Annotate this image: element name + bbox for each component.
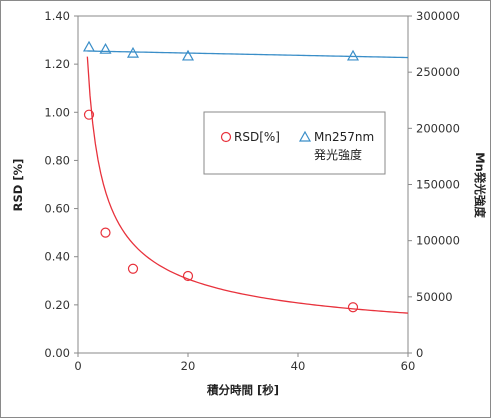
data-point-mn [346, 49, 360, 61]
x-axis-title: 積分時間 [秒] [206, 383, 279, 397]
y-left-tick-label: 0.60 [44, 202, 70, 216]
y-right-tick-label: 300000 [416, 9, 460, 23]
data-point-rsd [83, 109, 95, 120]
y-right-tick-label: 150000 [416, 178, 460, 192]
trendline-series-1 [87, 50, 409, 59]
y-left-tick-label: 0.80 [44, 153, 70, 167]
data-point-mn [181, 49, 195, 61]
legend-box [203, 111, 386, 175]
legend-label-line: 発光強度 [314, 147, 362, 162]
y-left-tick-label: 1.40 [44, 9, 70, 23]
data-point-mn [126, 46, 140, 58]
data-point-mn [82, 40, 96, 52]
y-left-tick-label: 0.00 [44, 346, 70, 360]
y-left-tick-label: 1.00 [44, 105, 70, 119]
legend-label-line: Mn257nm [314, 130, 374, 144]
y-right-tick-label: 200000 [416, 121, 460, 135]
data-point-mn [99, 42, 112, 54]
data-point-rsd [347, 302, 359, 313]
legend: RSD[%] Mn257nm 発光強度 [203, 111, 386, 175]
legend-label-rsd: RSD[%] [234, 130, 280, 144]
y-left-axis-title: RSD [%] [11, 159, 25, 212]
data-point-rsd [100, 227, 111, 238]
y-left-tick-label: 0.20 [44, 298, 70, 312]
y-right-tick-label: 100000 [416, 234, 460, 248]
left-axis: 0.00 0.20 0.40 0.60 0.80 1.00 1.20 1.40 [44, 9, 78, 360]
x-tick-label: 0 [74, 359, 81, 373]
right-axis: 0 50000 100000 150000 200000 250000 300000 [408, 9, 460, 360]
y-right-tick-label: 50000 [416, 290, 453, 304]
y-right-tick-label: 0 [416, 346, 423, 360]
data-markers [82, 40, 360, 313]
y-right-axis-title: Mn発光強度 [473, 152, 487, 218]
x-tick-label: 60 [401, 359, 416, 373]
data-point-rsd [127, 263, 139, 274]
y-right-tick-label: 250000 [416, 65, 460, 79]
y-left-tick-label: 1.20 [44, 57, 70, 71]
legend-label-mn: Mn257nm 発光強度 [314, 130, 374, 162]
x-axis: 0 20 40 60 [74, 353, 415, 373]
legend-marker-rsd [220, 131, 232, 143]
trendlines [86, 50, 409, 314]
trendline-series-0 [86, 56, 409, 314]
y-left-tick-label: 0.40 [44, 250, 70, 264]
x-tick-label: 20 [181, 359, 196, 373]
data-point-rsd [182, 270, 194, 282]
legend-marker-mn [298, 130, 312, 142]
x-tick-label: 40 [291, 359, 306, 373]
